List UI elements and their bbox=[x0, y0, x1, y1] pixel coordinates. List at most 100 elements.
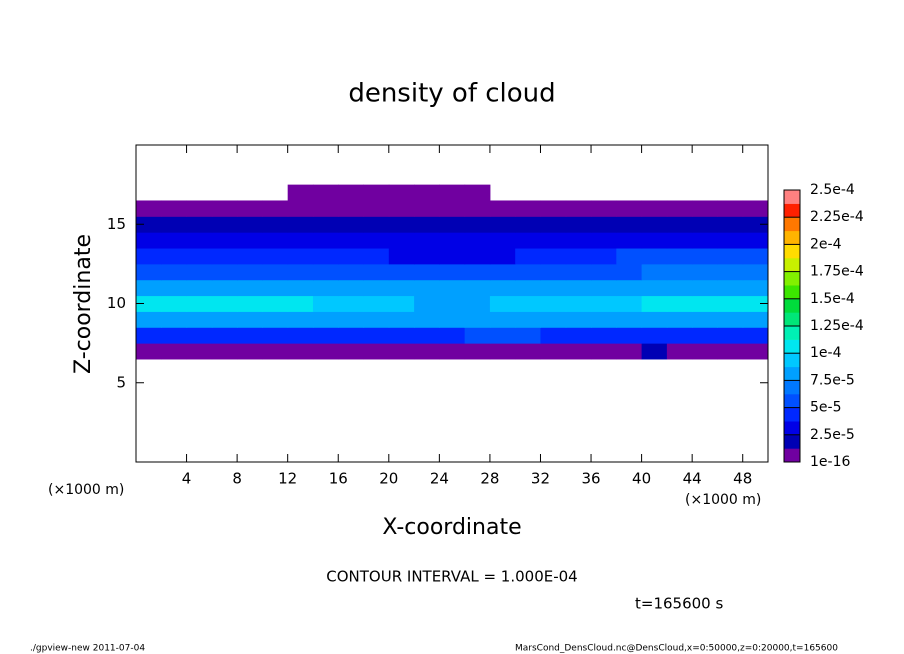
heatmap-cell bbox=[136, 232, 162, 249]
colorbar-cell bbox=[784, 353, 800, 368]
heatmap-cell bbox=[692, 311, 718, 328]
heatmap-cell bbox=[666, 327, 693, 344]
x-tick-label: 4 bbox=[182, 470, 192, 488]
heatmap-cell bbox=[414, 263, 440, 281]
heatmap-cell bbox=[742, 248, 769, 265]
heatmap-cell bbox=[237, 248, 263, 265]
heatmap-cell bbox=[211, 327, 238, 344]
heatmap-cell bbox=[616, 200, 643, 217]
colorbar-cell bbox=[784, 448, 800, 463]
heatmap-cell bbox=[641, 279, 668, 297]
heatmap-cell bbox=[591, 279, 617, 297]
heatmap-cell bbox=[338, 232, 365, 249]
heatmap-cell bbox=[136, 216, 162, 233]
heatmap-cell bbox=[692, 200, 718, 217]
colorbar-tick-label: 7.5e-5 bbox=[810, 372, 855, 388]
heatmap-cell bbox=[742, 327, 769, 344]
heatmap-cell bbox=[161, 343, 188, 360]
heatmap-cell bbox=[742, 232, 769, 249]
heatmap-cell bbox=[515, 263, 541, 281]
heatmap-cell bbox=[616, 248, 643, 265]
heatmap-cell bbox=[237, 327, 263, 344]
heatmap-cell bbox=[186, 327, 213, 344]
heatmap-cell bbox=[540, 311, 567, 328]
heatmap-cell bbox=[717, 248, 744, 265]
heatmap-cell bbox=[666, 295, 693, 312]
heatmap-cell bbox=[414, 343, 440, 360]
heatmap-cell bbox=[237, 343, 263, 360]
heatmap-cell bbox=[591, 200, 617, 217]
heatmap-cell bbox=[641, 343, 668, 360]
heatmap-cell bbox=[666, 311, 693, 328]
heatmap-cell bbox=[237, 311, 263, 328]
heatmap-cell bbox=[717, 263, 744, 281]
heatmap-cell bbox=[414, 232, 440, 249]
x-tick-label: 8 bbox=[232, 470, 242, 488]
heatmap-cell bbox=[591, 216, 617, 233]
x-tick-label: 44 bbox=[683, 470, 702, 488]
heatmap-cell bbox=[161, 295, 188, 312]
heatmap-cell bbox=[388, 200, 415, 217]
heatmap-cell bbox=[439, 216, 466, 233]
heatmap-cell bbox=[211, 232, 238, 249]
chart-title: density of cloud bbox=[348, 79, 555, 109]
heatmap-cell bbox=[338, 263, 365, 281]
colorbar-tick-label: 1e-4 bbox=[810, 345, 842, 361]
heatmap-cell bbox=[616, 232, 643, 249]
heatmap-cell bbox=[262, 279, 289, 297]
colorbar-unit-note: (×1000 m) bbox=[685, 492, 761, 508]
heatmap-cell bbox=[717, 216, 744, 233]
heatmap-cell bbox=[515, 343, 541, 360]
heatmap-cell bbox=[565, 248, 592, 265]
heatmap-cell bbox=[363, 232, 390, 249]
heatmap-cell bbox=[388, 216, 415, 233]
y-tick-label: 10 bbox=[107, 294, 126, 312]
heatmap-cell bbox=[338, 311, 365, 328]
heatmap-cell bbox=[186, 279, 213, 297]
heatmap-cell bbox=[414, 184, 440, 201]
colorbar-tick-label: 1.5e-4 bbox=[810, 291, 855, 307]
x-tick-label: 40 bbox=[632, 470, 651, 488]
colorbar-cell bbox=[784, 244, 800, 259]
colorbar-cell bbox=[784, 298, 800, 313]
heatmap-cell bbox=[338, 216, 365, 233]
heatmap-cell bbox=[363, 311, 390, 328]
heatmap-cell bbox=[287, 343, 314, 360]
heatmap-cell bbox=[692, 216, 718, 233]
heatmap-cell bbox=[489, 343, 516, 360]
heatmap-cell bbox=[489, 216, 516, 233]
x-unit: (×1000 m) bbox=[48, 482, 124, 498]
heatmap-cell bbox=[312, 200, 339, 217]
colorbar-cell bbox=[784, 380, 800, 395]
heatmap-cell bbox=[338, 184, 365, 201]
colorbar-tick-label: 2e-4 bbox=[810, 236, 842, 252]
heatmap-cell bbox=[591, 311, 617, 328]
heatmap-cell bbox=[136, 200, 162, 217]
heatmap-cell bbox=[565, 295, 592, 312]
heatmap-cell bbox=[363, 248, 390, 265]
heatmap-cell bbox=[161, 216, 188, 233]
colorbar-tick-label: 2.25e-4 bbox=[810, 209, 864, 225]
heatmap-cell bbox=[515, 248, 541, 265]
heatmap-cell bbox=[717, 279, 744, 297]
heatmap-cell bbox=[414, 248, 440, 265]
heatmap-cell bbox=[591, 263, 617, 281]
heatmap-cell bbox=[262, 200, 289, 217]
heatmap-cell bbox=[666, 263, 693, 281]
heatmap-cell bbox=[287, 200, 314, 217]
heatmap-cell bbox=[414, 279, 440, 297]
heatmap-cell bbox=[439, 279, 466, 297]
heatmap-cell bbox=[186, 200, 213, 217]
heatmap-cell bbox=[717, 327, 744, 344]
heatmap-cell bbox=[287, 184, 314, 201]
heatmap-cell bbox=[237, 279, 263, 297]
heatmap-cell bbox=[565, 343, 592, 360]
heatmap-cell bbox=[136, 311, 162, 328]
heatmap-cell bbox=[338, 343, 365, 360]
heatmap-cell bbox=[136, 295, 162, 312]
heatmap-cell bbox=[211, 263, 238, 281]
colorbar-cell bbox=[784, 217, 800, 232]
heatmap-cell bbox=[489, 311, 516, 328]
heatmap-cell bbox=[616, 279, 643, 297]
x-tick-label: 32 bbox=[531, 470, 550, 488]
